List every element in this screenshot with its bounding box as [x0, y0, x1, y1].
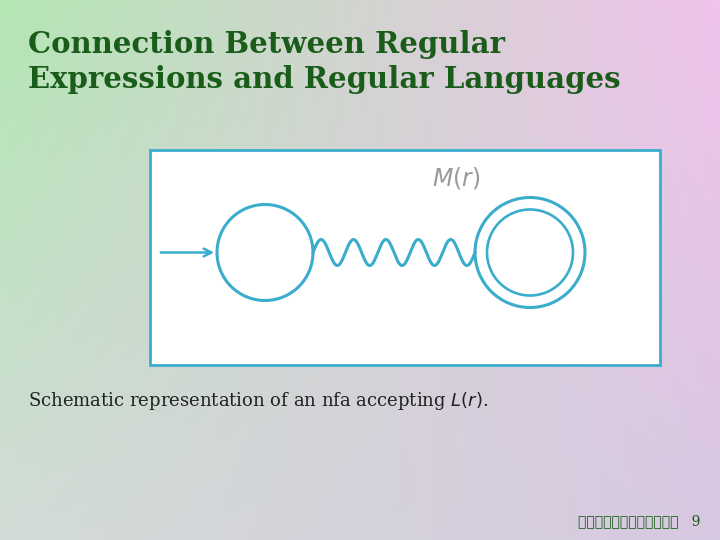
Text: Expressions and Regular Languages: Expressions and Regular Languages: [28, 65, 621, 94]
Text: $M(r)$: $M(r)$: [432, 165, 480, 191]
Bar: [150, 150, 660, 365]
Text: Schematic representation of an nfa accepting $L(r)$.: Schematic representation of an nfa accep…: [28, 390, 488, 412]
Text: 淡江大學資訊管理系候永昌   9: 淡江大學資訊管理系候永昌 9: [577, 514, 700, 528]
Text: Connection Between Regular: Connection Between Regular: [28, 30, 505, 59]
